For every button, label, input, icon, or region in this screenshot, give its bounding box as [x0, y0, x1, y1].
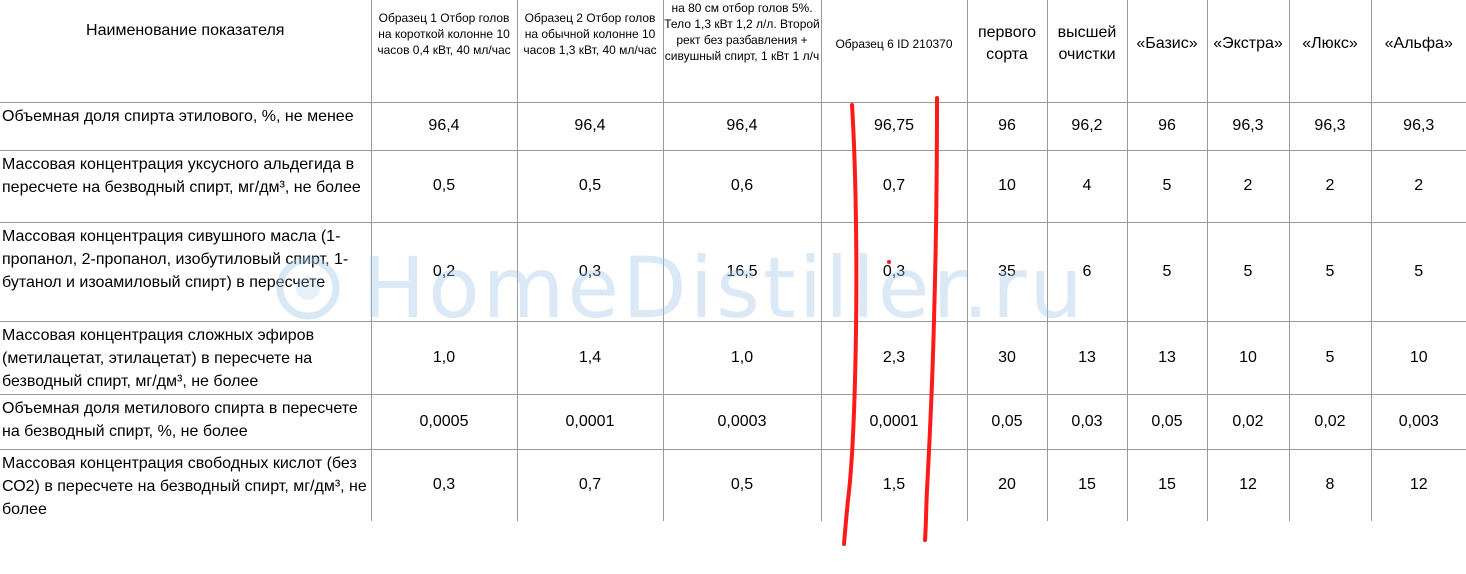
table-cell: 0,6	[663, 150, 822, 223]
table-cell: 0,0005	[371, 394, 518, 450]
table-cell: 5	[1127, 150, 1208, 223]
table-cell: 15	[1047, 449, 1128, 521]
table-cell: 96,75	[821, 102, 968, 151]
table-cell: 0,7	[821, 150, 968, 223]
table-cell: 96,4	[517, 102, 664, 151]
table-cell: 96,3	[1289, 102, 1372, 151]
table-cell: 0,0003	[663, 394, 822, 450]
table-cell: 0,05	[967, 394, 1048, 450]
table-cell: 4	[1047, 150, 1128, 223]
table-cell: 0,02	[1207, 394, 1290, 450]
table-cell: 96,4	[663, 102, 822, 151]
table-cell: 10	[1207, 321, 1290, 395]
table-cell: 0,3	[821, 222, 968, 322]
table-cell: 8	[1289, 449, 1372, 521]
header-lux: «Люкс»	[1289, 0, 1372, 103]
row-label-esters: Массовая концентрация сложных эфиров (ме…	[0, 321, 372, 395]
table-cell: 2,3	[821, 321, 968, 395]
header-first-grade: первого сорта	[967, 0, 1048, 103]
table-cell: 96	[1127, 102, 1208, 151]
table-cell: 0,7	[517, 449, 664, 521]
header-basis: «Базис»	[1127, 0, 1208, 103]
row-label-methanol: Объемная доля метилового спирта в пересч…	[0, 394, 372, 450]
table-cell: 0,2	[371, 222, 518, 322]
table-cell: 96,3	[1207, 102, 1290, 151]
table-cell: 12	[1409, 476, 1428, 494]
table-row: Массовая концентрация сложных эфиров (ме…	[0, 321, 1466, 395]
table-cell: 96,3	[1371, 102, 1466, 151]
table-cell: 0,02	[1289, 394, 1372, 450]
table-cell: 6	[1047, 222, 1128, 322]
table-cell: 0,5	[663, 449, 822, 521]
table-cell: 0,0001	[517, 394, 664, 450]
header-sample-2: Образец 2 Отбор голов на обычной колонне…	[517, 0, 664, 103]
table-cell: 15	[1127, 449, 1208, 521]
table-cell: 96	[967, 102, 1048, 151]
table-cell: 2	[1207, 150, 1290, 223]
header-alpha: «Альфа»	[1371, 0, 1466, 103]
row-label-ethanol: Объемная доля спирта этилового, %, не ме…	[0, 102, 372, 151]
table-cell: 0,3	[517, 222, 664, 322]
table-cell: 5	[1371, 222, 1466, 322]
table-cell: 16,5	[663, 222, 822, 322]
table-cell: 5	[1289, 321, 1372, 395]
table-cell: 10	[967, 150, 1048, 223]
header-sample-6: Образец 6 ID 210370	[821, 0, 968, 103]
table-cell: 0,5	[517, 150, 664, 223]
header-sample-1: Образец 1 Отбор голов на короткой колонн…	[371, 0, 518, 103]
table-cell: 35	[967, 222, 1048, 322]
table-row: Объемная доля спирта этилового, %, не ме…	[0, 102, 1466, 151]
row-label-free-acids: Массовая концентрация свободных кислот (…	[0, 449, 372, 521]
table-cell: 20	[967, 449, 1048, 521]
table-cell: 2	[1371, 150, 1466, 223]
table-cell: 0,03	[1047, 394, 1128, 450]
table-cell: 96,4	[371, 102, 518, 151]
table-cell: 0,5	[371, 150, 518, 223]
table-cell: 12	[1207, 449, 1290, 521]
table-cell: 0,003	[1371, 394, 1466, 450]
header-extra: «Экстра»	[1207, 0, 1290, 103]
row-label-acetaldehyde: Массовая концентрация уксусного альдегид…	[0, 150, 372, 223]
table-cell: 10	[1371, 321, 1466, 395]
table-cell: 0,0001	[821, 394, 968, 450]
table-cell: 13	[1047, 321, 1128, 395]
table-cell: 30	[967, 321, 1048, 395]
table-row: Массовая концентрация сивушного масла (1…	[0, 222, 1466, 322]
table-cell: 2	[1289, 150, 1372, 223]
comparison-table: Наименование показателя Образец 1 Отбор …	[0, 0, 1466, 521]
table-cell: 13	[1127, 321, 1208, 395]
header-row: Наименование показателя Образец 1 Отбор …	[0, 0, 1466, 103]
table-row: Объемная доля метилового спирта в пересч…	[0, 394, 1466, 450]
table-cell: 1,5	[821, 449, 968, 521]
table-row: Массовая концентрация свободных кислот (…	[0, 449, 1466, 521]
table-cell: 1,0	[371, 321, 518, 395]
header-high-purity: высшей очистки	[1047, 0, 1128, 103]
header-indicator-name: Наименование показателя	[0, 0, 372, 103]
header-sample-3: на 80 см отбор голов 5%. Тело 1,3 кВт 1,…	[663, 0, 822, 103]
table-cell: 5	[1289, 222, 1372, 322]
table-cell: 1,0	[663, 321, 822, 395]
table-cell: 1,4	[517, 321, 664, 395]
table-cell: 96,2	[1047, 102, 1128, 151]
table-cell: 5	[1207, 222, 1290, 322]
table-cell: 0,3	[371, 449, 518, 521]
row-label-fusel-oil: Массовая концентрация сивушного масла (1…	[0, 222, 372, 322]
table-cell: 0,05	[1127, 394, 1208, 450]
table-cell: 5	[1127, 222, 1208, 322]
table-row: Массовая концентрация уксусного альдегид…	[0, 150, 1466, 223]
